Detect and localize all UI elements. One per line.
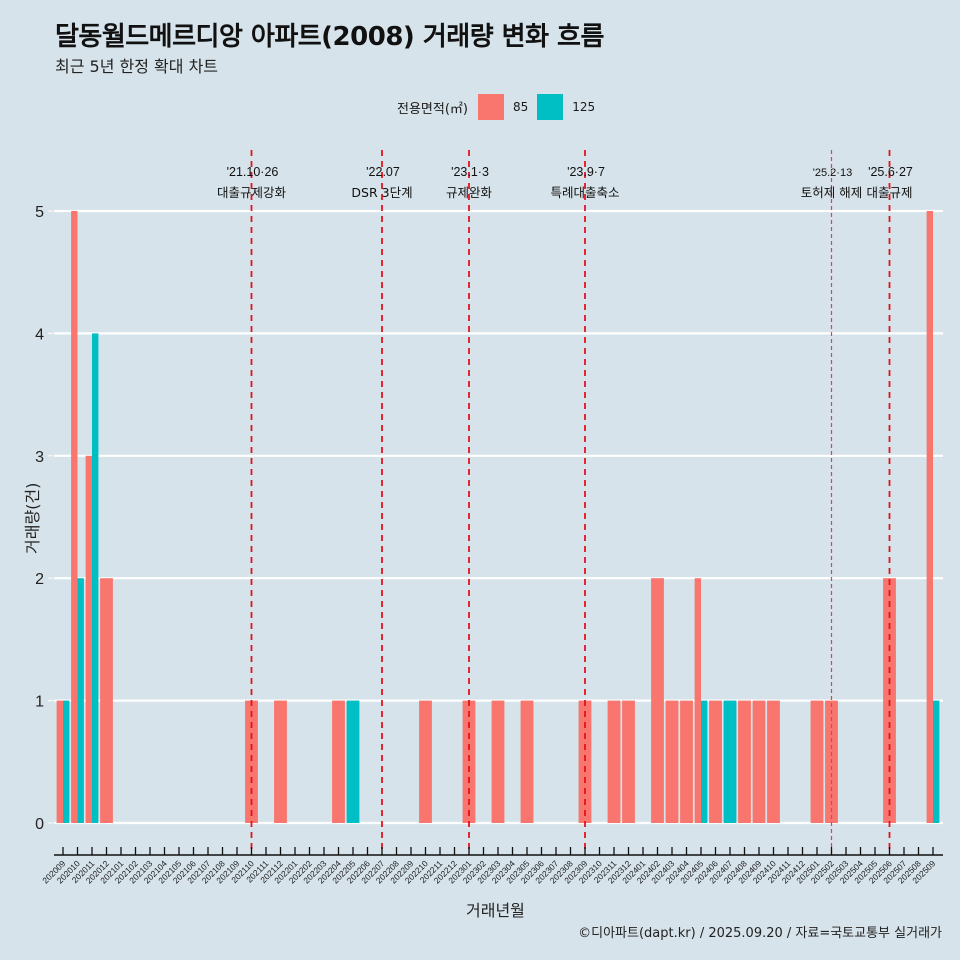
bar-85-202305 (520, 700, 534, 823)
bar-85-202404 (680, 700, 693, 823)
annotation-label: DSR 3단계 (351, 185, 412, 200)
bar-85-202301 (462, 700, 476, 823)
annotation-date: '25.2·13 (813, 167, 852, 179)
bar-85-202311 (607, 700, 621, 823)
legend-key-85 (477, 94, 504, 120)
caption: ©디아파트(dapt.kr) / 2025.09.20 / 자료=국토교통부 실… (578, 926, 942, 941)
chart-subtitle: 최근 5년 한정 확대 차트 (55, 57, 219, 76)
bar-85-202312 (622, 700, 635, 823)
bar-125-202011 (92, 333, 99, 823)
chart-title: 달동월드메르디앙 아파트(2008) 거래량 변화 흐름 (55, 22, 604, 52)
bar-85-202409 (752, 700, 766, 823)
y-tick-label: 4 (35, 326, 44, 343)
bar-85-202405 (694, 578, 701, 823)
bar-85-202408 (738, 700, 751, 823)
legend-label-85: 85 (512, 100, 529, 114)
bar-85-202402 (651, 578, 664, 823)
bar-85-202010 (71, 211, 78, 823)
bar-125-202407 (723, 700, 737, 823)
legend-label-125: 125 (572, 100, 596, 114)
bar-85-202204 (332, 700, 345, 823)
bar-85-202210 (419, 700, 432, 823)
bar-85-202110 (245, 700, 258, 823)
bar-85-202406 (709, 700, 722, 823)
annotation-date: '22.07 (366, 165, 400, 179)
bar-125-202509 (933, 700, 940, 823)
bar-85-202009 (56, 700, 63, 823)
legend-title: 전용면적(㎡) (397, 101, 468, 117)
y-axis-title: 거래량(건) (23, 482, 42, 554)
bar-85-202309 (578, 700, 592, 823)
annotation-date: '23.9·7 (567, 165, 605, 179)
annotation-date: '21.10·26 (227, 165, 279, 179)
y-tick-label: 5 (35, 204, 44, 221)
bar-85-202501 (810, 700, 824, 823)
annotation-label: 토허제 해제 (801, 185, 862, 200)
annotation-label: 대출규제 (866, 185, 912, 200)
bar-125-202009 (63, 700, 70, 823)
y-tick-label: 3 (35, 449, 44, 466)
bar-85-202112 (274, 700, 287, 823)
bar-85-202403 (665, 700, 679, 823)
bar-85-202509 (926, 211, 933, 823)
bar-125-202205 (346, 700, 360, 823)
annotation-date: '23.1·3 (451, 165, 489, 179)
y-tick-label: 0 (35, 816, 44, 833)
x-axis-title: 거래년월 (466, 901, 525, 920)
annotation-label: 규제완화 (446, 185, 493, 200)
bar-125-202405 (701, 700, 708, 823)
y-tick-label: 1 (35, 694, 44, 711)
annotation-label: 특례대출축소 (550, 185, 619, 200)
bar-85-202011 (85, 455, 92, 823)
bar-85-202012 (100, 578, 113, 823)
annotation-date: '25.6·27 (868, 165, 913, 179)
annotation-label: 대출규제강화 (217, 185, 287, 200)
legend-key-125 (537, 94, 564, 120)
bar-85-202410 (767, 700, 780, 823)
bar-125-202010 (77, 578, 84, 823)
bar-85-202303 (491, 700, 505, 823)
y-tick-label: 2 (35, 571, 44, 588)
legend: 전용면적(㎡) 85 125 (397, 94, 604, 120)
